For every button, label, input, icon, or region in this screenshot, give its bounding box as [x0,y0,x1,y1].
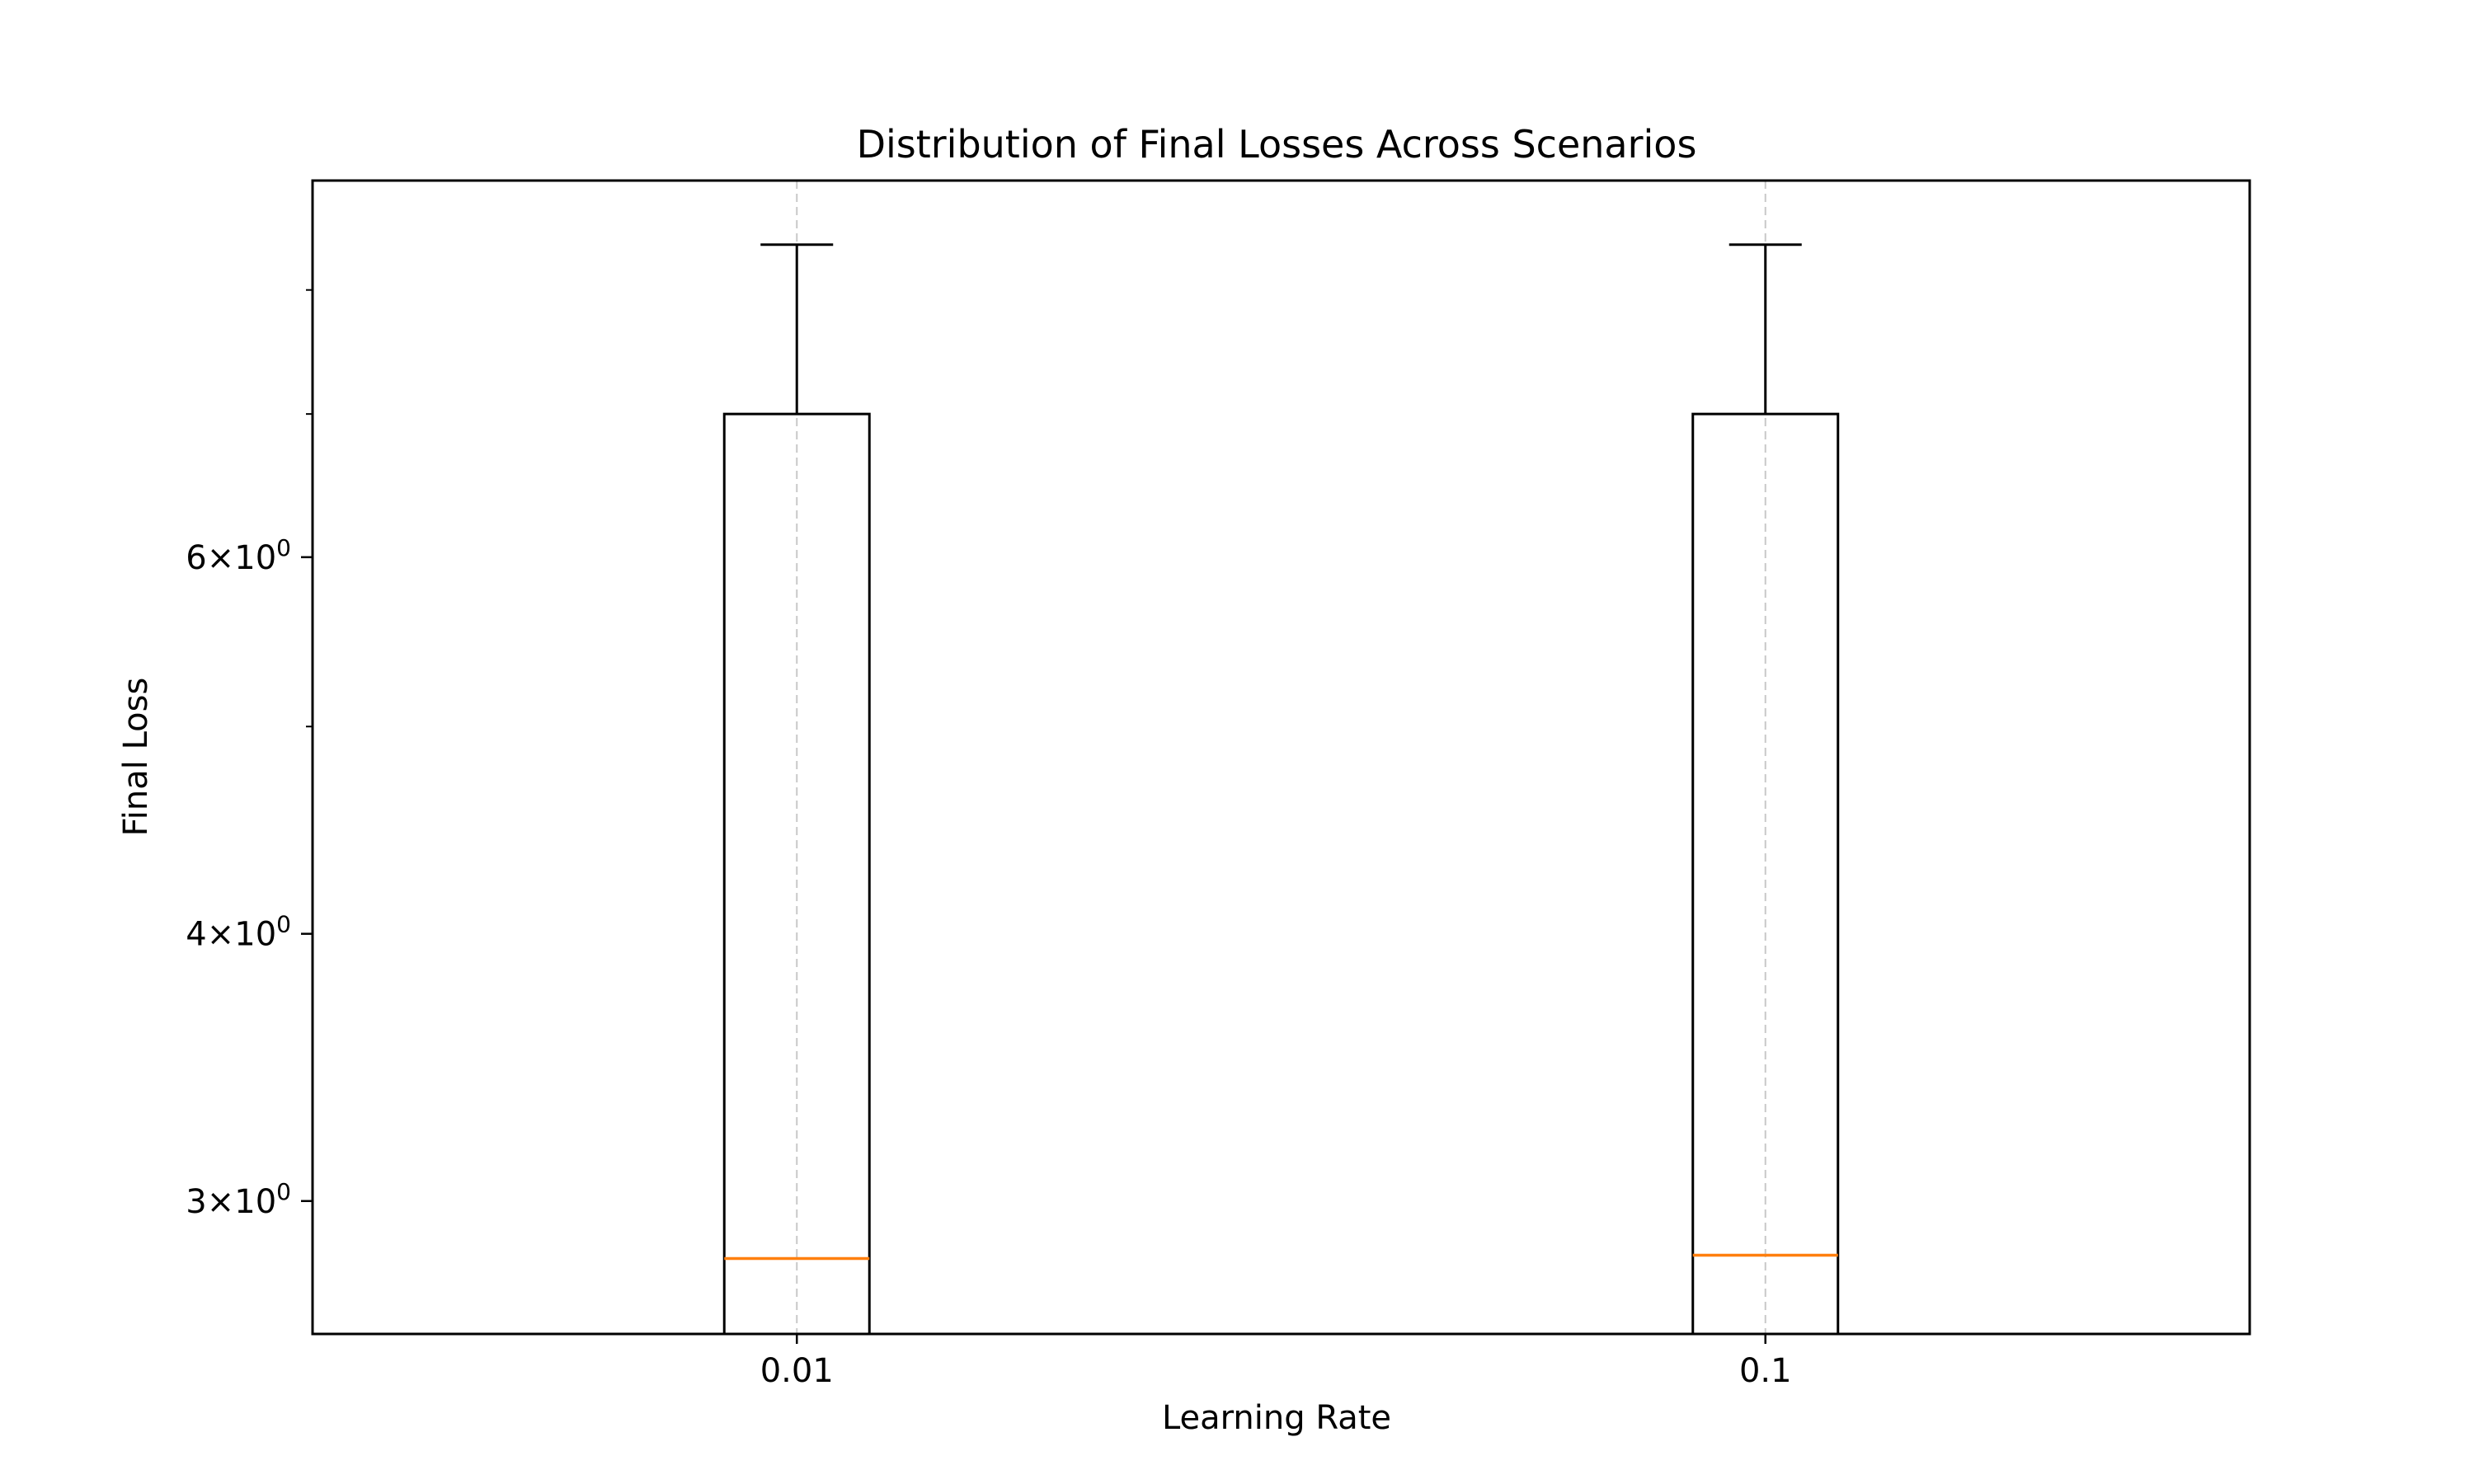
y-tick-label: 3×100 [186,1178,291,1221]
x-axis-label: Learning Rate [1162,1399,1391,1437]
y-tick-label: 6×100 [186,534,291,577]
x-tick-label: 0.1 [1739,1352,1792,1390]
plot-frame [311,179,2251,1336]
axis-layer: 0.01 0.1 3×100 4×100 6×100 [186,289,1792,1390]
x-tick-label: 0.01 [760,1352,834,1390]
y-axis-label: Final Loss [117,678,155,837]
y-tick-label: 4×100 [186,911,291,954]
chart-title: Distribution of Final Losses Across Scen… [857,122,1697,167]
